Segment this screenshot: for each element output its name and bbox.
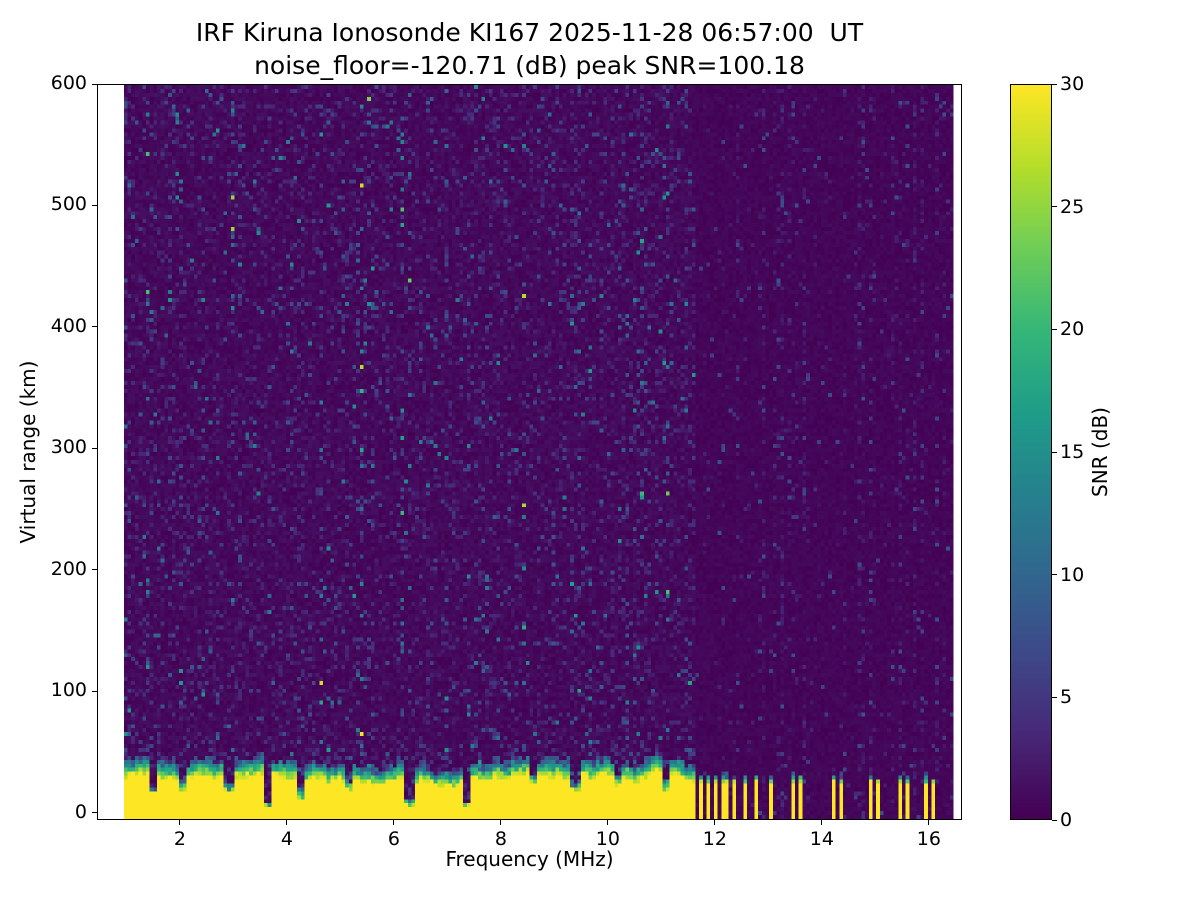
colorbar-tick-mark <box>1052 696 1057 698</box>
colorbar-tick-mark <box>1052 206 1057 208</box>
colorbar-tick-label: 10 <box>1060 563 1085 586</box>
chart-title-block: IRF Kiruna Ionosonde KI167 2025-11-28 06… <box>97 16 962 82</box>
chart-subtitle: noise_floor=-120.71 (dB) peak SNR=100.18 <box>254 51 805 80</box>
colorbar-tick-label: 5 <box>1060 686 1073 709</box>
colorbar-tick-mark <box>1052 574 1057 576</box>
x-tick-mark <box>714 820 716 825</box>
x-tick-label: 8 <box>494 828 507 850</box>
x-tick-mark <box>500 820 502 825</box>
y-tick-mark <box>92 204 97 206</box>
y-tick-label: 500 <box>50 193 87 216</box>
x-tick-mark <box>393 820 395 825</box>
x-tick-label: 4 <box>280 828 293 850</box>
y-tick-mark <box>92 83 97 85</box>
x-tick-label: 12 <box>702 828 727 850</box>
colorbar-tick-mark <box>1052 328 1057 330</box>
colorbar-tick-label: 15 <box>1060 441 1085 463</box>
colorbar <box>1010 84 1052 820</box>
x-tick-mark <box>286 820 288 825</box>
y-tick-label: 600 <box>50 71 87 94</box>
colorbar-tick-mark <box>1052 83 1057 85</box>
x-tick-mark <box>607 820 609 825</box>
colorbar-tick-mark <box>1052 451 1057 453</box>
y-tick-mark <box>92 326 97 328</box>
y-tick-label: 200 <box>50 557 87 580</box>
y-tick-mark <box>92 447 97 449</box>
colorbar-label: SNR (dB) <box>1088 407 1112 497</box>
plot-area <box>97 84 962 820</box>
x-axis-label: Frequency (MHz) <box>445 847 614 871</box>
y-tick-mark <box>92 569 97 571</box>
colorbar-canvas <box>1011 85 1051 819</box>
colorbar-tick-label: 25 <box>1060 195 1085 218</box>
x-tick-label: 2 <box>173 828 186 850</box>
x-tick-mark <box>179 820 181 825</box>
x-tick-label: 6 <box>387 828 400 850</box>
colorbar-tick-label: 20 <box>1060 318 1085 341</box>
colorbar-tick-mark <box>1052 819 1057 821</box>
y-tick-mark <box>92 812 97 814</box>
colorbar-tick-label: 0 <box>1060 809 1073 831</box>
x-tick-label: 14 <box>809 828 834 850</box>
y-tick-label: 0 <box>74 800 87 823</box>
y-tick-label: 100 <box>50 679 87 702</box>
y-tick-label: 400 <box>50 314 87 337</box>
y-tick-mark <box>92 690 97 692</box>
chart-title: IRF Kiruna Ionosonde KI167 2025-11-28 06… <box>195 18 864 47</box>
x-tick-mark <box>928 820 930 825</box>
y-tick-label: 300 <box>50 436 87 459</box>
x-tick-label: 10 <box>595 828 620 850</box>
x-tick-label: 16 <box>916 828 941 850</box>
heatmap-canvas <box>98 85 961 819</box>
x-tick-mark <box>821 820 823 825</box>
colorbar-tick-label: 30 <box>1060 73 1085 95</box>
